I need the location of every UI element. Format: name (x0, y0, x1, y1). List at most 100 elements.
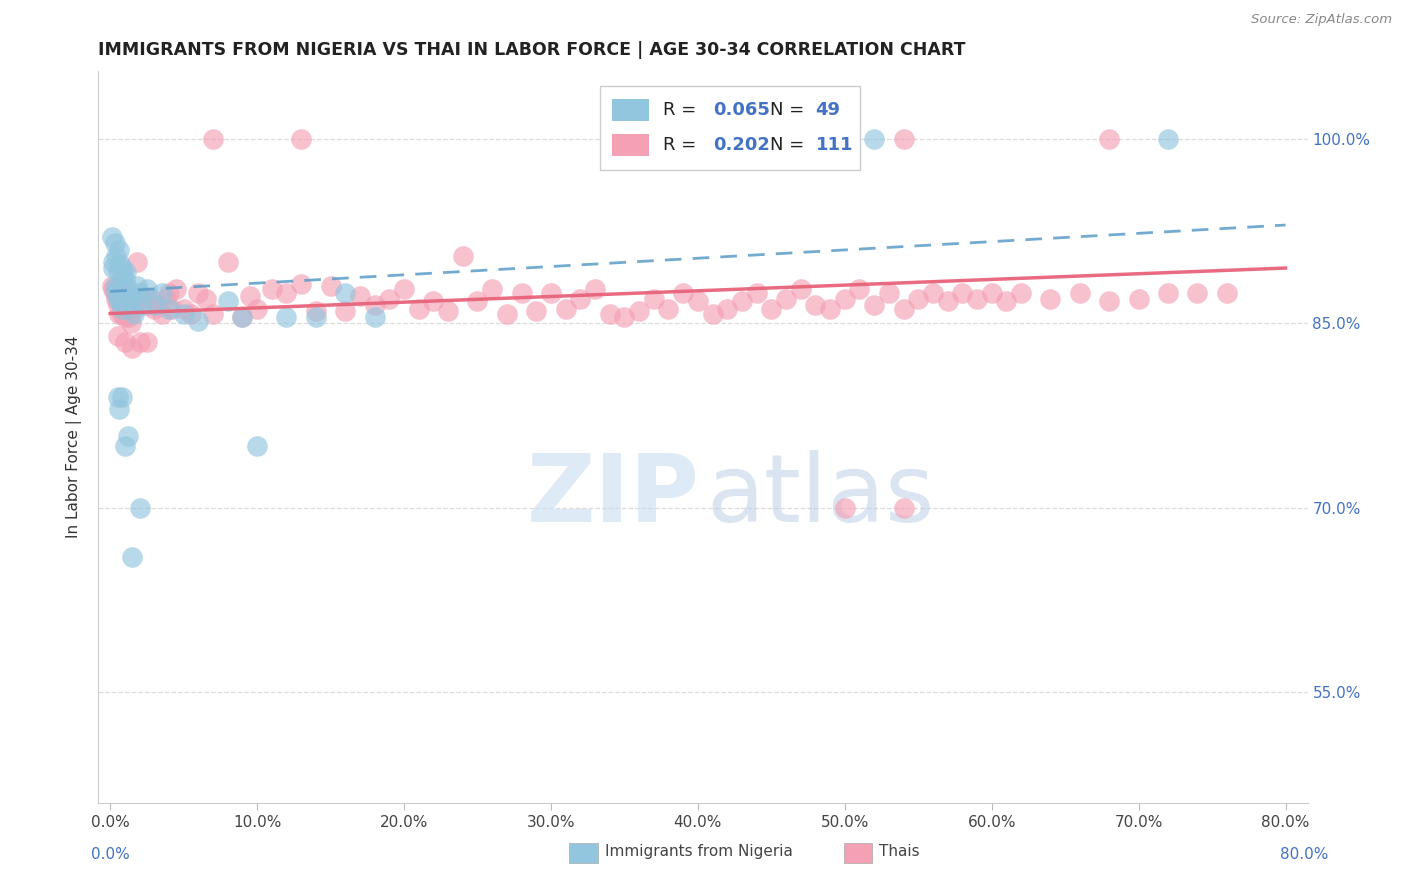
Point (1216, 285, 1239, 300)
Point (335, 285, 357, 300)
Point (231, 310, 253, 325)
Point (108, 306, 131, 320)
Point (117, 282, 139, 296)
Point (378, 292, 401, 306)
Point (141, 292, 163, 306)
Point (131, 289, 153, 303)
Point (114, 289, 136, 303)
Point (775, 292, 797, 306)
Point (260, 282, 283, 296)
Text: 0.065: 0.065 (713, 101, 769, 120)
Point (540, 285, 562, 300)
Point (818, 301, 841, 316)
Point (135, 282, 157, 296)
FancyBboxPatch shape (600, 86, 860, 170)
Point (363, 298, 385, 312)
Point (114, 273, 136, 287)
Text: 49: 49 (815, 101, 841, 120)
Point (108, 289, 131, 303)
Point (108, 279, 131, 293)
Text: 80.0%: 80.0% (1281, 847, 1329, 862)
Point (1069, 285, 1091, 300)
Point (1010, 285, 1032, 300)
Text: R =: R = (664, 136, 702, 154)
Point (276, 285, 298, 300)
Point (194, 292, 217, 306)
Point (276, 310, 298, 325)
Point (114, 285, 136, 300)
Point (319, 279, 342, 293)
Point (863, 132, 886, 146)
Text: 0.202: 0.202 (713, 136, 769, 154)
Point (481, 282, 503, 296)
Point (155, 292, 177, 306)
Point (108, 402, 131, 417)
Text: N =: N = (769, 101, 810, 120)
Point (1187, 285, 1209, 300)
Point (128, 334, 150, 349)
Point (789, 282, 811, 296)
Point (290, 132, 312, 146)
Point (112, 267, 135, 281)
Point (150, 306, 173, 320)
Point (143, 298, 166, 312)
Point (467, 294, 489, 309)
Point (180, 306, 202, 320)
Point (290, 277, 312, 291)
Point (848, 282, 870, 296)
Point (349, 289, 371, 303)
Point (121, 341, 143, 355)
Point (105, 292, 128, 306)
Point (672, 285, 695, 300)
Point (115, 292, 138, 306)
Point (510, 285, 533, 300)
Point (114, 310, 136, 325)
Text: Source: ZipAtlas.com: Source: ZipAtlas.com (1251, 13, 1392, 27)
Point (110, 257, 132, 271)
Point (115, 265, 138, 279)
Point (135, 298, 157, 312)
Point (103, 279, 125, 293)
Point (128, 500, 150, 515)
Point (731, 294, 754, 309)
Point (111, 261, 134, 276)
Point (105, 249, 128, 263)
Point (187, 314, 209, 328)
Point (100, 230, 122, 244)
Point (112, 294, 135, 309)
Point (437, 304, 460, 318)
Point (936, 294, 959, 309)
Point (114, 439, 136, 453)
Point (111, 390, 134, 404)
Point (305, 310, 328, 325)
Text: ZIP: ZIP (526, 450, 699, 541)
Text: R =: R = (664, 101, 702, 120)
Point (451, 249, 474, 263)
Point (702, 306, 724, 320)
Point (165, 282, 187, 296)
Point (893, 132, 915, 146)
Point (121, 549, 143, 564)
Point (950, 285, 973, 300)
Point (217, 255, 239, 269)
Point (217, 294, 239, 309)
Text: 111: 111 (815, 136, 853, 154)
Point (110, 294, 132, 309)
Point (599, 306, 621, 320)
Point (157, 285, 180, 300)
Point (103, 285, 125, 300)
Point (128, 285, 150, 300)
Point (1157, 285, 1180, 300)
Point (111, 306, 134, 320)
Point (893, 500, 915, 515)
Point (995, 294, 1018, 309)
Point (143, 301, 166, 316)
Point (187, 285, 209, 300)
Point (202, 306, 225, 320)
Point (118, 310, 141, 325)
Point (922, 285, 945, 300)
Point (1098, 294, 1121, 309)
Point (716, 301, 738, 316)
Point (107, 285, 129, 300)
Point (966, 292, 988, 306)
